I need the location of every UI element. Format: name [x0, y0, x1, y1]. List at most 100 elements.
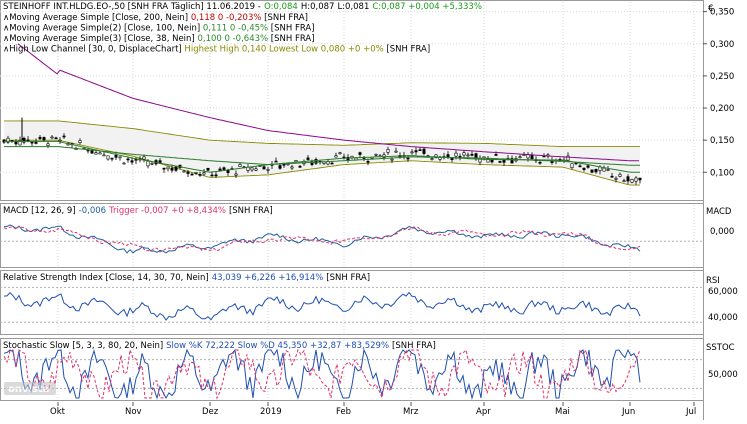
- x-axis: Okt Nov Dez 2019 Feb Mrz Apr Mai Jun Jul: [50, 402, 696, 417]
- rsi-suffix: [SNH FRA]: [326, 273, 370, 283]
- price-high: H:0,087: [301, 2, 335, 12]
- price-tick-label: 0,250: [710, 72, 734, 82]
- candle-body: [142, 156, 146, 160]
- candle-body: [358, 152, 362, 155]
- candle-body: [150, 162, 154, 165]
- candle-body: [30, 141, 34, 144]
- ma-legend-value: 0,100 0 -0,643%: [195, 34, 268, 44]
- candle-body: [454, 152, 458, 157]
- candle-body: [26, 139, 30, 142]
- candle-body: [254, 168, 258, 171]
- price-tick-label: 0,200: [710, 104, 734, 114]
- candle-body: [338, 152, 342, 155]
- candle-body: [430, 158, 434, 160]
- macd-signal-line: [3, 225, 641, 253]
- candle-body: [250, 167, 254, 171]
- channel-lower: [4, 139, 640, 186]
- candle-body: [210, 174, 214, 177]
- candle-body: [394, 150, 398, 153]
- price-y-ticks: 0,350 0,300 0,250 0,200 0,150 0,100: [703, 8, 734, 178]
- stochastic-lines: [0, 348, 703, 400]
- macd-header: MACD [12, 26, 9] -0,006 Trigger -0,007 +0 …: [3, 206, 273, 216]
- candle-body: [626, 176, 630, 182]
- x-tick-label: Feb: [336, 407, 351, 417]
- candle-body: [266, 169, 270, 171]
- candle-body: [170, 167, 174, 171]
- x-tick-label: 2019: [260, 407, 282, 417]
- candle-body: [166, 166, 170, 170]
- price-header-prefix: STEINHOFF INT.HLDG.EO-,50 [SNH FRA Tägli…: [3, 2, 261, 12]
- x-tick-label: Okt: [50, 407, 66, 417]
- candle-body: [54, 137, 58, 140]
- ma200-line: [17, 43, 639, 162]
- ma-legend-line: ∧Moving Average Simple [Close, 200, Nein…: [3, 13, 308, 23]
- candle-body: [294, 160, 298, 163]
- rsi-tick-40: 40,000: [708, 313, 738, 323]
- rsi-axis-label: RSI: [706, 276, 720, 286]
- candle-body: [602, 167, 606, 172]
- ma-legend-name: ∧Moving Average Simple(3) [Close, 38, Ne…: [3, 34, 195, 44]
- candle-body: [6, 137, 10, 143]
- candle-body: [306, 157, 310, 160]
- ma-legend-line: ∧Moving Average Simple(3) [Close, 38, Ne…: [3, 34, 315, 44]
- currency-label: €: [708, 4, 713, 14]
- candle-body: [234, 173, 238, 176]
- candle-body: [94, 152, 98, 155]
- price-tick-label: 0,300: [710, 40, 734, 50]
- x-tick-label: Dez: [202, 407, 219, 417]
- candle-body: [422, 148, 426, 154]
- high-low-channel: [4, 120, 640, 186]
- x-tick-label: Mai: [555, 407, 570, 417]
- candle-body: [590, 169, 594, 173]
- candle-body: [410, 151, 414, 154]
- macd-value: -0,006: [79, 206, 106, 216]
- stoch-tick-50: 50,000: [708, 370, 738, 380]
- candle-body: [330, 162, 334, 165]
- candle-body: [38, 137, 42, 139]
- ma-legend-line: ∧High Low Channel [30, 0, DisplaceChart]…: [3, 45, 430, 55]
- candle-body: [194, 172, 198, 174]
- rsi-line: [0, 286, 703, 323]
- candle-body: [418, 149, 422, 152]
- candle-body: [130, 160, 134, 163]
- candle-body: [466, 154, 470, 157]
- x-tick-label: Jun: [621, 407, 635, 417]
- price-tick-label: 0,350: [710, 8, 734, 18]
- candle-body: [578, 165, 582, 168]
- price-header: STEINHOFF INT.HLDG.EO-,50 [SNH FRA Tägli…: [3, 2, 482, 12]
- candle-body: [106, 155, 110, 160]
- candle-body: [42, 137, 46, 141]
- candle-body: [262, 166, 266, 170]
- candle-body: [202, 172, 206, 175]
- candle-body: [206, 167, 210, 171]
- candle-body: [278, 165, 282, 169]
- candle-body: [610, 175, 614, 178]
- ma-legend-value: Highest High 0,140 Lowest Low 0,080 +0 +…: [182, 45, 384, 55]
- candle-body: [198, 174, 202, 176]
- candle-body: [414, 150, 418, 153]
- ma-legend-line: ∧Moving Average Simple(2) [Close, 100, N…: [3, 24, 315, 34]
- ma-legend-suffix: [SNH FRA]: [268, 24, 314, 34]
- candle-body: [530, 154, 534, 160]
- candle-body: [406, 157, 410, 160]
- candle-body: [366, 161, 370, 163]
- candle-body: [498, 161, 502, 163]
- x-tick-label: Mrz: [403, 407, 419, 417]
- watermark-text: onvista: [8, 384, 49, 395]
- candle-body: [630, 179, 634, 183]
- ma-legend-suffix: [SNH FRA]: [268, 34, 314, 44]
- x-tick-label: Nov: [125, 407, 142, 417]
- rsi-header: Relative Strength Index [Close, 14, 30, …: [3, 273, 370, 283]
- macd-suffix: [SNH FRA]: [229, 206, 273, 216]
- candle-body: [46, 143, 50, 146]
- ma-legend-value: 0,111 0 -0,45%: [200, 24, 268, 34]
- candle-body: [374, 154, 378, 156]
- candle-body: [18, 140, 22, 146]
- stoch-header-label: Stochastic Slow [5, 3, 3, 80, 20, Nein]: [3, 341, 163, 351]
- candle-body: [50, 136, 54, 139]
- candle-body: [274, 160, 278, 163]
- candle-body: [538, 161, 542, 164]
- candle-body: [174, 166, 178, 171]
- candle-body: [518, 156, 522, 159]
